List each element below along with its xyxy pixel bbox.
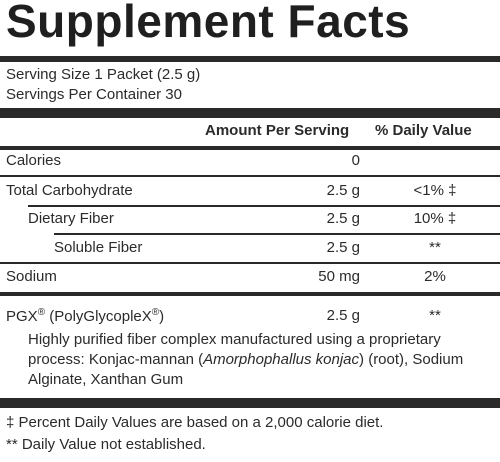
registered-mark: ® (151, 307, 160, 318)
row-divider (0, 175, 500, 177)
pgx-description: Highly purified fiber complex manufactur… (28, 330, 488, 390)
page-title: Supplement Facts (6, 0, 411, 47)
row-amount: 0 (351, 152, 360, 169)
serving-size: Serving Size 1 Packet (2.5 g) (6, 66, 201, 83)
row-amount: 2.5 g (326, 307, 360, 324)
amount-header: Amount Per Serving (205, 122, 350, 139)
row-divider (0, 262, 500, 264)
row-amount: 2.5 g (326, 210, 360, 227)
row-dv: ** (429, 239, 441, 256)
desc-text: Highly purified fiber complex manufactur… (28, 331, 441, 368)
table-row-pgx: PGX® (PolyGlycopleX®) 2.5 g ** (0, 307, 500, 329)
row-amount: 50 mg (318, 268, 360, 285)
table-row-dietary-fiber: Dietary Fiber 2.5 g 10% ‡ (0, 210, 500, 232)
desc-italic: Amorphophallus konjac (203, 351, 360, 368)
footnote-daily-values: ‡ Percent Daily Values are based on a 2,… (6, 414, 384, 431)
header-rule (0, 146, 500, 150)
row-name: Total Carbohydrate (6, 182, 133, 199)
row-dv: 2% (424, 268, 446, 285)
thick-divider (0, 398, 500, 408)
row-dv: 10% ‡ (413, 210, 457, 227)
row-divider (28, 205, 500, 207)
row-divider (54, 233, 500, 235)
row-name: PGX® (PolyGlycopleX®) (6, 307, 164, 325)
servings-per-container: Servings Per Container 30 (6, 86, 182, 103)
row-name: Soluble Fiber (54, 239, 143, 256)
row-amount: 2.5 g (326, 182, 360, 199)
thick-divider (0, 108, 500, 118)
pgx-mid: (PolyGlycopleX (45, 308, 152, 325)
row-dv: <1% ‡ (413, 182, 457, 199)
registered-mark: ® (37, 307, 46, 318)
daily-value-header: % Daily Value (375, 122, 472, 139)
row-name: Dietary Fiber (28, 210, 114, 227)
table-row-soluble-fiber: Soluble Fiber 2.5 g ** (0, 239, 500, 261)
row-dv: ** (429, 307, 441, 324)
row-name: Calories (6, 152, 62, 169)
table-row-sodium: Sodium 50 mg 2% (0, 268, 500, 290)
pgx-prefix: PGX (6, 308, 38, 325)
pgx-suffix: ) (159, 308, 165, 325)
row-name: Sodium (6, 268, 57, 285)
title-rule (0, 56, 500, 62)
table-row-calories: Calories 0 (0, 152, 500, 174)
section-divider (0, 292, 500, 296)
row-amount: 2.5 g (326, 239, 360, 256)
desc-text: ) (root), Sodium Alginate, Xanthan Gum (28, 351, 464, 388)
table-row-total-carbohydrate: Total Carbohydrate 2.5 g <1% ‡ (0, 182, 500, 204)
footnote-not-established: ** Daily Value not established. (6, 436, 206, 453)
